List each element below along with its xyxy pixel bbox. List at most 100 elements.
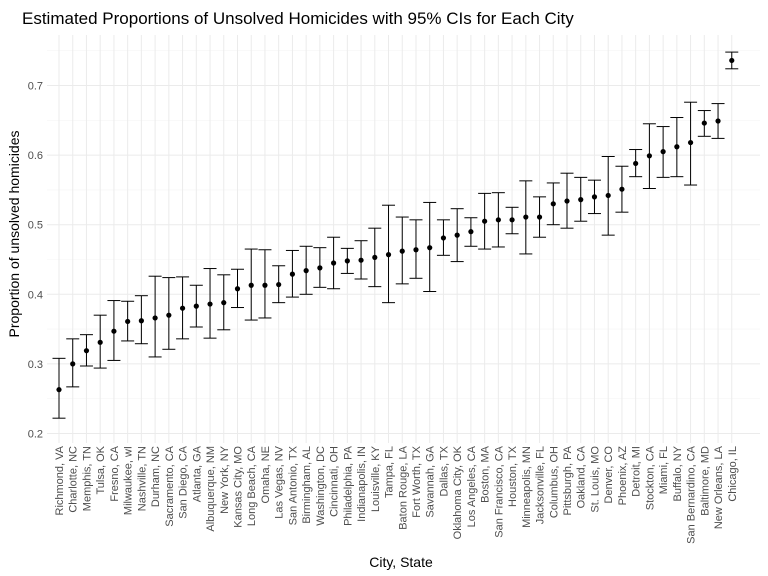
x-tick-label: Cincinnati, OH — [329, 446, 341, 517]
city-estimate-group — [285, 249, 299, 298]
x-tick-label: Dallas, TX — [438, 445, 450, 496]
x-tick-label: Milwaukee, wI — [123, 446, 135, 515]
city-estimate-group — [436, 219, 450, 256]
city-estimate-group — [574, 176, 588, 222]
estimate-point — [317, 265, 323, 271]
x-tick-label: Nashville, TN — [136, 446, 148, 511]
city-estimate-group — [505, 206, 519, 235]
city-estimate-group — [203, 268, 217, 339]
estimate-point — [289, 271, 296, 277]
x-tick-label: San Francisco, CA — [493, 445, 505, 537]
x-tick-label: Richmond, VA — [54, 445, 66, 515]
city-estimate-group — [382, 204, 396, 304]
estimate-point — [550, 201, 556, 207]
estimate-point — [619, 186, 625, 192]
estimate-point — [193, 303, 199, 309]
chart-title: Estimated Proportions of Unsolved Homici… — [22, 9, 574, 28]
city-estimate-group — [148, 275, 162, 358]
city-estimate-group — [464, 217, 478, 247]
x-tick-label: Baltimore, MD — [699, 446, 711, 516]
plot-marks — [52, 51, 739, 419]
estimate-point — [536, 214, 543, 220]
x-tick-label: Buffalo, NY — [672, 445, 684, 501]
x-tick-label: San Bernardino, CA — [686, 445, 698, 543]
estimate-point — [331, 260, 337, 266]
city-estimate-group — [725, 51, 739, 70]
city-estimate-group — [656, 126, 670, 178]
estimate-point — [523, 214, 529, 220]
x-axis-title: City, State — [369, 554, 433, 570]
city-estimate-group — [313, 247, 327, 288]
x-tick-label: Louisville, KY — [370, 445, 382, 512]
estimate-point — [97, 339, 103, 345]
x-tick-label: Birmingham, AL — [301, 446, 313, 524]
city-estimate-group — [642, 123, 656, 190]
estimate-point — [262, 282, 268, 288]
estimate-point — [660, 149, 666, 155]
city-estimate-group — [697, 110, 711, 137]
x-tick-label: Tampa, FL — [384, 446, 396, 498]
city-estimate-group — [79, 334, 93, 367]
city-estimate-group — [121, 300, 135, 342]
city-estimate-group — [244, 248, 258, 321]
x-tick-label: Columbus, OH — [548, 446, 560, 518]
estimate-point — [729, 57, 735, 64]
x-tick-label: Phoenix, AZ — [617, 446, 629, 506]
city-estimate-group — [560, 172, 574, 229]
x-tick-label: Atlanta, GA — [191, 445, 203, 502]
estimate-point — [221, 300, 227, 306]
x-tick-label: St. Louis, MO — [589, 446, 601, 513]
estimate-point — [468, 229, 474, 235]
x-tick-label: Savannah, GA — [425, 445, 437, 517]
city-estimate-group — [354, 240, 368, 280]
x-tick-label: Detroit, MI — [631, 446, 643, 497]
estimate-point — [344, 258, 350, 264]
estimate-point — [83, 348, 90, 354]
x-tick-label: Oakland, CA — [576, 445, 588, 508]
city-estimate-group — [176, 276, 190, 340]
estimate-point — [358, 257, 364, 263]
x-tick-label: Philadelphia, PA — [342, 445, 354, 526]
estimate-point — [399, 248, 405, 254]
estimate-point — [578, 197, 584, 203]
city-estimate-group — [519, 180, 533, 255]
y-tick-label: 0.2 — [28, 429, 43, 441]
city-estimate-group — [107, 300, 121, 361]
x-tick-label: Oklahoma City, OK — [452, 445, 464, 539]
estimate-point — [70, 361, 76, 367]
x-tick-label: Durham, NC — [150, 446, 162, 507]
x-tick-label: Omaha, NE — [260, 446, 272, 503]
estimate-point — [701, 120, 707, 126]
x-tick-label: San Antonio, TX — [287, 445, 299, 525]
estimate-point — [427, 245, 433, 251]
city-estimate-group — [189, 284, 203, 328]
estimate-point — [303, 268, 309, 274]
estimate-point — [207, 301, 213, 307]
estimate-point — [564, 198, 570, 204]
y-tick-label: 0.6 — [28, 150, 43, 162]
x-tick-label: Long Beach, CA — [246, 445, 258, 526]
x-tick-label: Stockton, CA — [644, 445, 656, 510]
city-estimate-group — [52, 357, 66, 419]
estimate-point — [674, 144, 680, 150]
estimate-point — [633, 160, 639, 167]
estimate-point — [166, 312, 172, 318]
city-estimate-group — [450, 208, 464, 263]
city-estimate-group — [66, 338, 80, 388]
x-tick-label: Las Vegas, NV — [274, 445, 286, 518]
estimate-point — [138, 318, 144, 324]
city-estimate-group — [587, 179, 601, 215]
city-estimate-group — [684, 101, 698, 186]
city-estimate-group — [368, 227, 382, 288]
x-tick-label: Albuquerque, NM — [205, 446, 217, 532]
city-estimate-group — [258, 249, 272, 319]
y-axis: 0.2 0.3 0.4 0.5 0.6 0.7 — [28, 81, 43, 441]
estimate-point — [385, 252, 392, 258]
x-tick-label: Charlotte, NC — [68, 446, 80, 513]
x-tick-label: New Orleans, LA — [713, 445, 725, 529]
estimate-point — [276, 281, 282, 288]
y-tick-label: 0.5 — [28, 220, 43, 232]
estimate-point — [179, 305, 186, 311]
x-tick-label: Denver, CO — [603, 446, 615, 504]
